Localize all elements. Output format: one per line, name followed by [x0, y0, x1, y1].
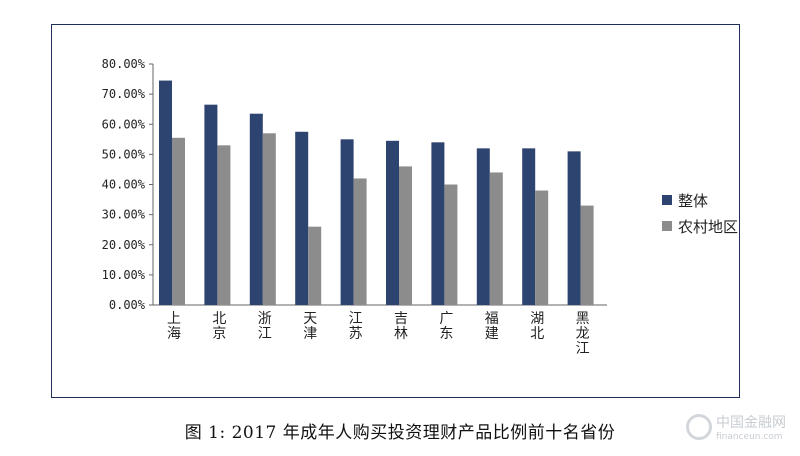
y-tick-label: 70.00%	[102, 87, 146, 101]
bar-rural	[444, 184, 458, 305]
bar-overall	[295, 131, 309, 305]
y-tick-label: 40.00%	[102, 178, 146, 192]
watermark-logo-icon	[686, 414, 712, 440]
bar-rural	[535, 190, 549, 305]
y-tick-label: 10.00%	[102, 268, 146, 282]
bar-overall	[204, 104, 218, 305]
bar-overall	[159, 80, 172, 305]
y-tick-label: 50.00%	[102, 147, 146, 161]
watermark-cn: 中国金融网	[716, 415, 786, 431]
chart-frame: 0.00% 10.00% 20.00% 30.00% 40.00% 50.00% 60.00…	[51, 24, 740, 398]
y-tick-label: 0.00%	[109, 298, 146, 312]
x-tick-label: 天津	[303, 311, 317, 342]
x-tick-label: 江苏	[349, 311, 363, 342]
bar-rural	[353, 178, 367, 305]
y-tick-label: 20.00%	[102, 238, 146, 252]
x-tick-label: 福建	[485, 311, 499, 342]
bar-rural	[489, 172, 503, 305]
bar-rural	[262, 133, 276, 305]
bar-overall	[249, 113, 263, 305]
y-tick-label: 30.00%	[102, 208, 146, 222]
figure-caption: 图 1: 2017 年成年人购买投资理财产品比例前十名省份	[184, 423, 616, 443]
bar-overall	[567, 151, 581, 305]
x-tick-label: 广东	[439, 311, 453, 342]
x-tick-label: 吉林	[394, 311, 408, 342]
x-tick-label: 浙江	[258, 311, 272, 342]
x-tick-label: 北京	[212, 311, 226, 342]
bar-overall	[431, 142, 445, 305]
legend: 整体 农村地区	[662, 187, 738, 239]
bar-overall	[522, 148, 536, 305]
bar-overall	[386, 140, 399, 305]
legend-swatch	[662, 221, 672, 231]
bar-rural	[217, 145, 231, 305]
legend-item: 整体	[662, 187, 738, 213]
bar-rural	[172, 137, 185, 305]
watermark: 中国金融网 financeun.com	[682, 410, 792, 450]
watermark-en: financeun.com	[716, 432, 783, 442]
bar-overall	[476, 148, 490, 305]
bar-overall	[340, 139, 354, 305]
bar-rural	[308, 226, 322, 305]
legend-label: 农村地区	[678, 217, 739, 236]
bar-rural	[399, 166, 412, 305]
bar-rural	[580, 205, 594, 305]
legend-item: 农村地区	[662, 213, 738, 239]
bar-chart: 0.00% 10.00% 20.00% 30.00% 40.00% 50.00% 60.00…	[102, 57, 607, 357]
x-tick-label: 湖北	[530, 311, 544, 342]
y-tick-label: 80.00%	[102, 57, 146, 71]
x-tick-label: 上海	[167, 311, 181, 342]
legend-swatch	[662, 195, 672, 205]
legend-label: 整体	[678, 191, 709, 210]
y-tick-label: 60.00%	[102, 117, 146, 131]
x-tick-label: 黑龙江	[576, 311, 590, 357]
